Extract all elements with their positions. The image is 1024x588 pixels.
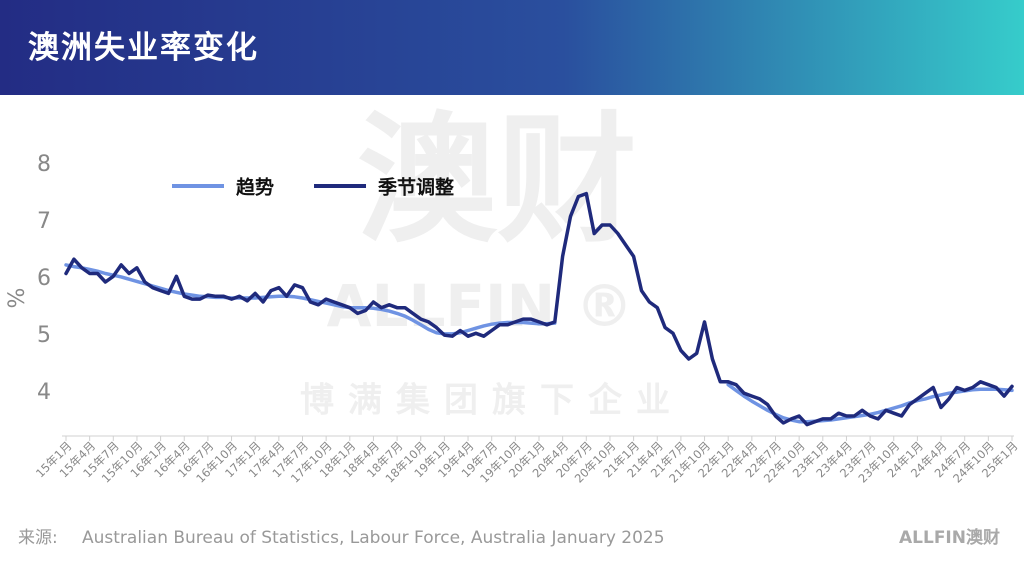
line-series [64, 191, 1014, 427]
legend-label: 季节调整 [378, 176, 454, 199]
watermark-text: 博满集团旗下企业 [300, 381, 684, 421]
y-tick-label: 6 [37, 266, 51, 291]
y-tick-label: 4 [37, 380, 51, 405]
y-tick-label: 8 [37, 152, 51, 177]
chart-title: 澳洲失业率变化 [28, 30, 259, 66]
source-label: 来源: [18, 528, 58, 548]
watermark-text: 澳财 [357, 100, 637, 263]
y-axis-label: % [5, 288, 30, 309]
y-tick-label: 7 [37, 209, 51, 234]
logo: ALLFIN澳财 [899, 527, 1000, 548]
source: Australian Bureau of Statistics, Labour … [82, 528, 665, 548]
legend-label: 趋势 [236, 176, 274, 199]
watermark-text: ALLFIN ® [327, 272, 634, 340]
header-bar [0, 0, 1024, 95]
y-tick-label: 5 [37, 323, 51, 348]
watermark: 澳财 ALLFIN ® 博满集团旗下企业 [300, 100, 684, 421]
